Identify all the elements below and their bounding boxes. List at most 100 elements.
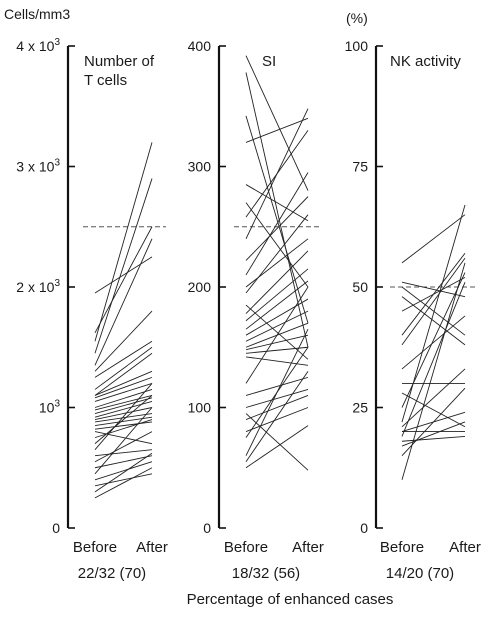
pair-line-1-11 (245, 214, 309, 294)
y-tick-label-2-4: 100 (345, 38, 369, 54)
pair-line-1-17 (245, 310, 309, 342)
enhanced-label-0: 22/32 (70) (78, 565, 146, 582)
category-label-1-1: After (292, 539, 324, 556)
pair-line-1-22 (245, 286, 309, 384)
pair-line-1-24 (245, 388, 309, 408)
panel-title-0: Number of T cells (84, 53, 155, 89)
pair-line-1-8 (245, 196, 309, 261)
pair-line-0-14 (94, 397, 153, 414)
enhanced-label-2: 14/20 (70) (386, 565, 454, 582)
pair-line-1-14 (245, 268, 309, 322)
y-tick-label-0-2: 2 x 103 (16, 278, 60, 295)
pair-line-2-2 (401, 286, 466, 336)
pair-line-1-4 (245, 184, 309, 222)
pair-line-1-1 (245, 72, 309, 348)
pair-line-0-21 (94, 419, 153, 439)
pair-line-0-28 (94, 461, 153, 481)
pair-line-2-11 (401, 204, 466, 423)
pair-line-2-19 (401, 262, 466, 480)
pair-line-0-23 (94, 383, 153, 450)
pair-line-1-3 (245, 117, 309, 143)
pair-line-0-6 (94, 340, 153, 378)
pair-line-0-9 (94, 370, 153, 396)
y-tick-label-1-4: 400 (188, 38, 212, 54)
pair-line-0-4 (94, 238, 153, 366)
pair-line-2-3 (401, 296, 466, 346)
pair-line-2-5 (401, 252, 466, 336)
category-label-2-1: After (449, 539, 481, 556)
pair-line-1-20 (245, 346, 309, 354)
pair-line-1-31 (245, 425, 309, 469)
pair-line-0-31 (94, 467, 153, 499)
pair-line-0-3 (94, 178, 153, 354)
pair-line-2-6 (401, 257, 466, 346)
y-tick-label-0-3: 3 x 103 (16, 158, 60, 175)
pair-line-2-12 (401, 368, 466, 428)
pair-line-0-1 (94, 226, 153, 334)
pair-line-1-23 (245, 376, 309, 396)
y-tick-label-2-0: 0 (360, 520, 368, 536)
pair-line-0-15 (94, 401, 153, 418)
category-label-0-1: After (136, 539, 168, 556)
pair-line-2-15 (401, 282, 466, 437)
pair-line-1-29 (245, 328, 309, 456)
pair-line-1-0 (245, 55, 309, 191)
pair-line-0-29 (94, 473, 153, 487)
pair-line-1-7 (245, 108, 309, 239)
y-tick-label-2-2: 50 (352, 279, 368, 295)
pair-line-2-0 (401, 214, 466, 264)
y-tick-label-2-1: 25 (352, 400, 368, 416)
pair-line-0-13 (94, 395, 153, 411)
pair-line-2-17 (401, 421, 466, 447)
y-tick-label-0-4: 4 x 103 (16, 37, 60, 54)
pair-line-1-21 (245, 356, 309, 366)
panel-title-1: SI (262, 53, 276, 70)
pair-line-0-2 (94, 142, 153, 342)
pair-line-0-25 (94, 431, 153, 463)
y-tick-label-1-1: 100 (188, 400, 212, 416)
pair-line-1-15 (245, 280, 309, 330)
pair-line-2-16 (401, 435, 466, 442)
category-label-1-0: Before (224, 539, 268, 556)
pair-line-0-12 (94, 388, 153, 408)
pair-line-1-16 (245, 298, 309, 336)
pair-line-0-20 (94, 431, 153, 445)
pair-line-1-30 (245, 371, 309, 462)
pair-line-0-7 (94, 346, 153, 390)
pair-line-0-8 (94, 352, 153, 396)
pair-line-0-30 (94, 452, 153, 493)
pair-line-0-11 (94, 382, 153, 402)
pair-line-1-27 (245, 407, 309, 433)
footer-label: Percentage of enhanced cases (187, 591, 394, 608)
pair-line-0-26 (94, 455, 153, 469)
pair-line-1-19 (245, 334, 309, 351)
pair-line-0-5 (94, 310, 153, 372)
category-label-0-0: Before (73, 539, 117, 556)
pair-line-0-22 (94, 395, 153, 444)
pair-line-0-24 (94, 449, 153, 457)
pair-line-2-7 (401, 315, 466, 370)
pair-line-0-0 (94, 256, 153, 294)
category-label-2-0: Before (380, 539, 424, 556)
enhanced-label-1: 18/32 (56) (232, 565, 300, 582)
pair-line-0-19 (94, 421, 153, 430)
pair-line-1-9 (245, 172, 309, 276)
y-tick-label-2-3: 75 (352, 159, 368, 175)
y-tick-label-1-2: 200 (188, 279, 212, 295)
y-unit-label-nk: (%) (346, 10, 368, 26)
pair-line-0-17 (94, 413, 153, 423)
pair-line-2-9 (401, 392, 466, 428)
pair-line-0-16 (94, 407, 153, 420)
pair-line-0-27 (94, 407, 153, 475)
pair-line-2-10 (401, 272, 466, 408)
y-unit-label-tcells: Cells/mm3 (4, 6, 70, 22)
y-tick-label-0-1: 103 (39, 399, 61, 416)
pair-line-1-26 (245, 395, 309, 420)
pair-line-1-10 (245, 238, 309, 288)
panel-title-2: NK activity (390, 53, 461, 70)
pair-line-1-13 (245, 250, 309, 314)
pair-line-0-18 (94, 416, 153, 427)
y-tick-label-0-0: 0 (52, 520, 60, 536)
y-tick-label-1-3: 300 (188, 159, 212, 175)
